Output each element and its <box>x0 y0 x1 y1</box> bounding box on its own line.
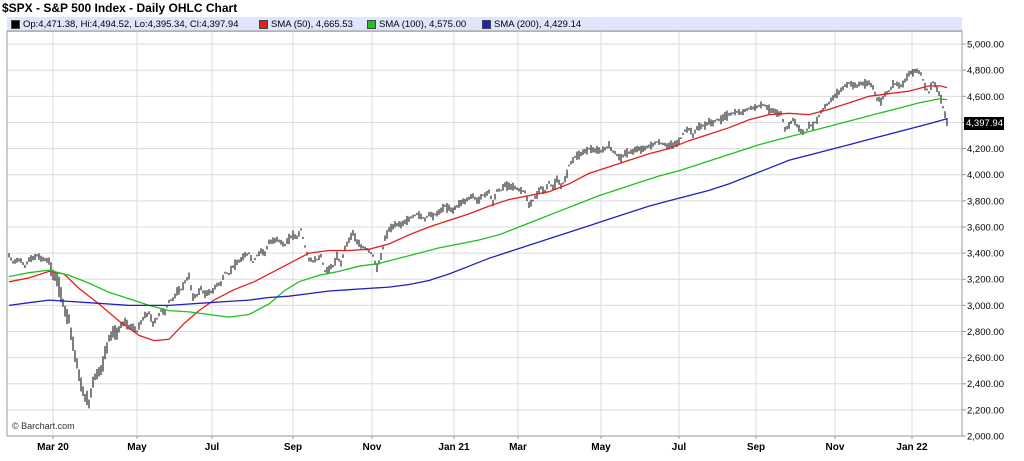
x-tick-label: Nov <box>363 442 382 453</box>
sma-line-2 <box>9 119 947 306</box>
x-axis: Mar 20 May Jul Sep Nov Jan 21 Mar May Jul Sep Nov J… <box>37 436 928 453</box>
y-tick-label: 2,000.00 <box>967 432 1004 443</box>
x-tick-label: Jan 21 <box>438 442 470 453</box>
y-tick-label: 3,600.00 <box>967 222 1004 233</box>
x-tick-label: Jan 22 <box>896 442 928 453</box>
x-tick-label: Nov <box>826 442 845 453</box>
y-tick-label: 3,200.00 <box>967 275 1004 286</box>
x-tick-label: Jul <box>205 442 220 453</box>
x-tick-label: Sep <box>747 442 765 453</box>
y-tick-label: 4,800.00 <box>967 66 1004 77</box>
x-tick-label: May <box>591 442 611 453</box>
watermark: © Barchart.com <box>12 421 75 431</box>
x-tick-label: Mar <box>509 442 527 453</box>
x-tick-label: Mar 20 <box>37 442 69 453</box>
y-tick-label: 3,400.00 <box>967 249 1004 260</box>
y-axis: 2,000.00 2,200.00 2,400.00 2,600.00 2,800.00… <box>962 40 1004 443</box>
y-tick-label: 2,800.00 <box>967 327 1004 338</box>
sma-lines <box>9 86 947 341</box>
sma-line-1 <box>9 99 947 317</box>
y-tick-label: 4,200.00 <box>967 144 1004 155</box>
sma-line-0 <box>9 86 947 341</box>
y-tick-label: 5,000.00 <box>967 40 1004 51</box>
x-tick-label: Jul <box>672 442 687 453</box>
y-tick-label: 3,000.00 <box>967 301 1004 312</box>
grid <box>7 31 962 436</box>
y-tick-label: 2,400.00 <box>967 379 1004 390</box>
y-tick-label: 3,800.00 <box>967 196 1004 207</box>
y-tick-label: 4,600.00 <box>967 92 1004 103</box>
last-price-label: 4,397.94 <box>964 117 1004 130</box>
plot-frame <box>7 31 962 436</box>
y-tick-label: 4,000.00 <box>967 170 1004 181</box>
y-tick-label: 2,200.00 <box>967 405 1004 416</box>
x-tick-label: Sep <box>284 442 302 453</box>
y-tick-label: 2,600.00 <box>967 353 1004 364</box>
x-tick-label: May <box>127 442 147 453</box>
